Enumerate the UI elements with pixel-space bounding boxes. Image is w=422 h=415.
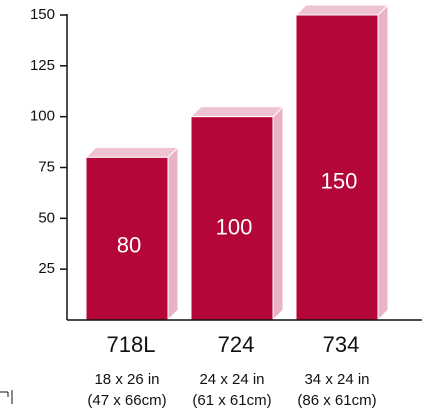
- y-tick-label: 100: [30, 108, 55, 125]
- bar-value-label: 80: [117, 233, 141, 258]
- bar-front: [295, 14, 379, 321]
- bar-724: 100: [189, 105, 285, 322]
- y-tick-label: 150: [30, 6, 55, 23]
- category-size-label: (47 x 66cm): [87, 392, 166, 409]
- category-size-label: 18 x 26 in: [94, 371, 159, 388]
- corner-mark: [0, 390, 13, 404]
- bar-side: [167, 146, 179, 322]
- bar-734: 150: [294, 3, 390, 322]
- category-size-label: (86 x 61cm): [297, 392, 376, 409]
- category-size-label: 34 x 24 in: [304, 371, 369, 388]
- category-label: 724: [218, 332, 255, 357]
- y-tick-label: 125: [30, 57, 55, 74]
- bars-group: 80 100 150: [84, 3, 390, 322]
- bar-value-label: 150: [321, 169, 358, 194]
- bar-top: [294, 4, 390, 16]
- category-size-label: (61 x 61cm): [192, 392, 271, 409]
- category-size-label: 24 x 24 in: [199, 371, 264, 388]
- category-label: 718L: [107, 332, 156, 357]
- y-tick-label: 50: [38, 209, 55, 226]
- bar-value-label: 100: [216, 214, 253, 239]
- category-label: 734: [323, 332, 360, 357]
- y-tick-label: 75: [38, 158, 55, 175]
- bar-front: [85, 156, 169, 321]
- category-labels-group: 718L 18 x 26 in (47 x 66cm) 724 24 x 24 in (6…: [87, 332, 376, 409]
- bar-side: [377, 3, 389, 322]
- bar-718L: 80: [84, 146, 180, 322]
- y-tick-label: 25: [38, 260, 55, 277]
- bar-top: [189, 106, 285, 118]
- bar-top: [84, 146, 180, 158]
- bar-side: [272, 105, 284, 322]
- bar-front: [190, 116, 274, 321]
- y-ticks-group: 25 50 75 100 125 150: [30, 6, 67, 277]
